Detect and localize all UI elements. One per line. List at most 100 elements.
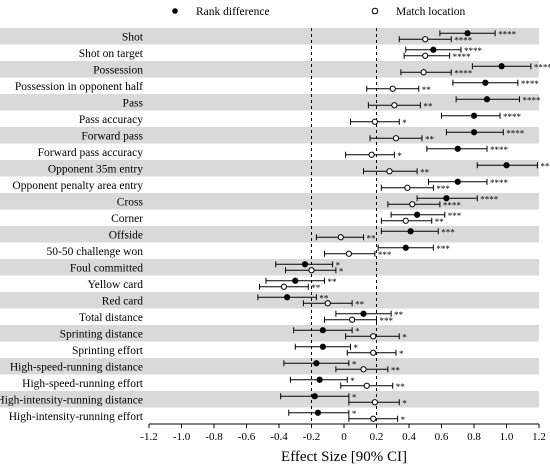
x-axis: -1.2 -1.0 -0.8 -0.6 -0.4 -0.2 0 0.2 0.4 0.6 0.8 1.0… <box>140 423 546 443</box>
point-rank-shot <box>464 30 471 37</box>
point-rank-yellow-card <box>292 277 299 284</box>
point-location-yellow-card <box>280 283 287 290</box>
band-2 <box>0 61 539 78</box>
x-tick-label-5: -0.2 <box>303 431 320 443</box>
point-location-pass-accuracy <box>371 118 378 125</box>
point-location-high-intensity-running-effort <box>370 415 377 422</box>
significance-rank-50-50-challenge-won: *** <box>436 244 450 254</box>
reference-lines <box>311 28 377 424</box>
point-location-opponent-35m-entry <box>386 168 393 175</box>
x-axis-label: Effect Size [90% CI] <box>281 449 407 465</box>
x-tick-label-9: 0.6 <box>435 431 449 443</box>
point-rank-cross <box>443 195 450 202</box>
significance-rank-shot: **** <box>498 29 517 39</box>
x-tick-label-7: 0.2 <box>370 431 384 443</box>
point-rank-opponent-penalty-area-entry <box>454 178 461 185</box>
significance-location-high-intensity-running-effort: * <box>401 415 406 425</box>
x-tick-label-4: -0.4 <box>270 431 288 443</box>
category-label-pass-accuracy: Pass accuracy <box>79 114 143 126</box>
significance-location-pass: ** <box>423 101 433 111</box>
point-rank-50-50-challenge-won <box>402 244 409 251</box>
significance-rank-yellow-card: ** <box>328 277 338 287</box>
point-location-possession-in-opponent-half <box>389 85 396 92</box>
significance-location-red-card: ** <box>355 299 365 309</box>
category-label-high-intensity-running-distance: High-intensity-running distance <box>0 394 143 406</box>
category-label-forward-pass: Forward pass <box>81 130 143 142</box>
band-12 <box>0 226 539 243</box>
significance-rank-forward-pass-accuracy: **** <box>490 145 509 155</box>
significance-rank-offside: *** <box>441 227 455 237</box>
category-label-foul-committed: Foul committed <box>70 262 143 274</box>
significance-rank-opponent-penalty-area-entry: **** <box>490 178 509 188</box>
x-tick-label-12: 1.2 <box>532 431 546 443</box>
point-rank-forward-pass-accuracy <box>454 145 461 152</box>
category-label-shot-on-target: Shot on target <box>79 48 144 60</box>
significance-location-sprinting-distance: * <box>402 332 407 342</box>
point-location-shot <box>422 36 429 43</box>
significance-location-shot: **** <box>454 35 473 45</box>
significance-rank-forward-pass: **** <box>506 128 525 138</box>
point-location-high-speed-running-effort <box>363 382 370 389</box>
point-location-possession <box>420 69 427 76</box>
significance-location-opponent-penalty-area-entry: *** <box>436 184 450 194</box>
point-rank-pass-accuracy <box>470 112 478 119</box>
band-16 <box>0 292 539 309</box>
significance-location-possession: **** <box>454 68 473 78</box>
significance-location-high-speed-running-effort: ** <box>396 382 406 392</box>
point-rank-sprinting-effort <box>319 343 326 350</box>
significance-location-forward-pass-accuracy: * <box>397 151 402 161</box>
significance-location-shot-on-target: **** <box>453 52 472 62</box>
significance-location-opponent-35m-entry: ** <box>420 167 430 177</box>
point-location-forward-pass <box>392 135 400 142</box>
significance-rank-sprinting-effort: * <box>354 343 359 353</box>
legend: Rank difference Match location <box>172 6 466 18</box>
category-label-possession: Possession <box>93 64 143 76</box>
category-label-shot: Shot <box>122 31 144 43</box>
significance-rank-high-speed-running-distance: * <box>352 359 357 369</box>
point-rank-corner <box>414 211 421 218</box>
point-location-high-speed-running-distance <box>360 366 367 373</box>
significance-location-total-distance: *** <box>380 316 394 326</box>
point-rank-high-intensity-running-distance <box>311 393 318 400</box>
category-label-opponent-35m-entry: Opponent 35m entry <box>48 163 143 175</box>
point-rank-offside <box>407 228 414 235</box>
significance-rank-high-intensity-running-effort: * <box>352 409 357 419</box>
significance-rank-cross: **** <box>480 194 499 204</box>
x-tick-label-6: 0 <box>341 431 347 443</box>
x-tick-label-8: 0.4 <box>402 431 416 443</box>
category-label-possession-in-opponent-half: Possession in opponent half <box>15 81 143 93</box>
band-4 <box>0 94 539 111</box>
point-location-forward-pass-accuracy <box>368 151 375 158</box>
significance-rank-high-intensity-running-distance: * <box>352 392 357 402</box>
significance-rank-foul-committed: * <box>336 260 341 270</box>
significance-rank-opponent-35m-entry: **** <box>540 161 550 171</box>
point-rank-sprinting-distance <box>319 327 326 334</box>
point-location-high-intensity-running-distance <box>371 399 378 406</box>
point-location-opponent-penalty-area-entry <box>404 184 411 191</box>
significance-rank-pass-accuracy: **** <box>503 112 522 122</box>
point-rank-shot-on-target <box>430 46 437 53</box>
category-label-50-50-challenge-won: 50-50 challenge won <box>47 246 144 258</box>
legend-marker-filled <box>172 8 178 14</box>
category-label-corner: Corner <box>111 213 143 225</box>
significance-location-offside: ** <box>367 233 377 243</box>
legend-label-rank-difference: Rank difference <box>196 6 270 18</box>
point-location-pass <box>391 102 398 109</box>
point-rank-opponent-35m-entry <box>503 162 510 169</box>
band-8 <box>0 160 539 177</box>
point-rank-high-speed-running-effort <box>316 376 323 383</box>
significance-rank-sprinting-distance: * <box>355 326 360 336</box>
category-label-yellow-card: Yellow card <box>88 279 144 291</box>
significance-rank-shot-on-target: **** <box>464 46 483 56</box>
band-0 <box>0 28 539 45</box>
category-label-cross: Cross <box>117 196 144 208</box>
point-rank-high-intensity-running-effort <box>314 409 322 416</box>
significance-location-high-speed-running-distance: ** <box>391 365 401 375</box>
point-rank-red-card <box>284 294 291 301</box>
band-14 <box>0 259 539 276</box>
point-location-corner <box>402 217 409 224</box>
point-rank-foul-committed <box>301 261 309 268</box>
category-label-offside: Offside <box>109 229 143 241</box>
point-location-offside <box>337 234 344 241</box>
